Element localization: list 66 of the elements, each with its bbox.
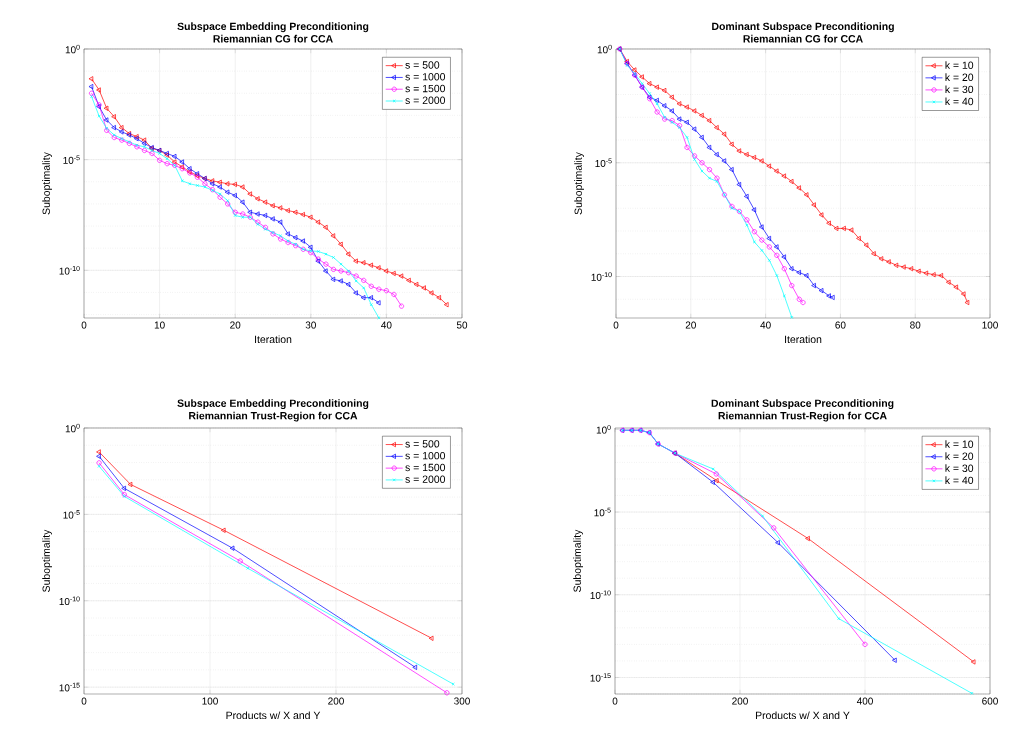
- legend-label: k = 30: [945, 85, 974, 94]
- y-tick-label: 10$^{0}$: [65, 44, 80, 54]
- x-tick-label: 40: [760, 321, 771, 329]
- chart-title: Dominant Subspace Preconditioning: [712, 22, 894, 33]
- y-tick-label: 10$^{-15}$: [590, 673, 611, 682]
- legend-label: s = 1000: [405, 73, 446, 81]
- y-tick-label: 10$^{0}$: [65, 423, 80, 433]
- legend-label: s = 500: [405, 61, 440, 69]
- x-tick-label: 400: [856, 697, 873, 705]
- x-tick-label: 80: [910, 321, 921, 329]
- y-axis-title: Suboptimality: [573, 529, 583, 592]
- y-axis-title: Suboptimality: [42, 152, 52, 215]
- y-axis-title: Suboptimality: [574, 152, 584, 215]
- legend-label: k = 40: [945, 476, 974, 485]
- legend-label: k = 10: [945, 61, 974, 69]
- legend-label: s = 2000: [405, 475, 446, 483]
- y-tick-label: 10$^{0}$: [596, 425, 611, 434]
- chart-subtitle: Riemannian CG for CCA: [213, 34, 333, 43]
- x-tick-label: 50: [456, 321, 468, 329]
- x-tick-label: 600: [982, 697, 998, 705]
- y-axis-title: Suboptimality: [42, 529, 52, 592]
- chart-subtitle: Riemannian Trust-Region for CCA: [189, 411, 358, 422]
- x-tick-label: 100: [982, 321, 998, 329]
- legend-label: s = 500: [405, 440, 440, 448]
- y-tick-label: 10$^{-10}$: [59, 266, 80, 275]
- y-tick-label: 10$^{-10}$: [59, 596, 80, 606]
- x-tick-label: 0: [81, 321, 87, 329]
- y-tick-label: 10$^{-5}$: [594, 507, 611, 517]
- legend-label: k = 20: [945, 452, 974, 460]
- y-tick-label: 10$^{-5}$: [63, 510, 80, 519]
- x-tick-label: 20: [230, 321, 241, 329]
- x-tick-label: 20: [685, 321, 696, 329]
- y-tick-label: 10$^{-5}$: [595, 158, 612, 167]
- legend-label: s = 2000: [405, 96, 446, 105]
- x-tick-label: 200: [328, 697, 344, 705]
- chart-subtitle: Riemannian Trust-Region for CCA: [718, 411, 887, 422]
- legend-label: s = 1500: [405, 463, 446, 472]
- legend-label: s = 1000: [405, 451, 446, 460]
- legend-label: k = 10: [945, 440, 974, 448]
- chart-title: Subspace Embedding Preconditioning: [177, 22, 369, 33]
- x-tick-label: 100: [202, 697, 218, 705]
- x-axis-title: Iteration: [785, 335, 822, 344]
- y-tick-label: 10$^{-5}$: [63, 155, 80, 164]
- y-tick-label: 10$^{-10}$: [590, 590, 611, 600]
- x-tick-label: 40: [381, 321, 392, 329]
- y-tick-label: 10$^{0}$: [597, 44, 612, 54]
- x-tick-label: 60: [835, 321, 846, 329]
- x-tick-label: 200: [732, 697, 748, 705]
- legend-label: k = 30: [945, 464, 974, 472]
- chart-title: Subspace Embedding Preconditioning: [177, 399, 369, 410]
- legend-label: k = 40: [945, 97, 974, 106]
- x-tick-label: 30: [305, 321, 316, 329]
- x-tick-label: 10: [154, 321, 165, 329]
- x-tick-label: 0: [81, 697, 87, 705]
- legend-label: k = 20: [945, 73, 974, 81]
- x-axis-title: Products w/ X and Y: [755, 711, 850, 720]
- y-tick-label: 10$^{-10}$: [591, 272, 612, 281]
- x-tick-label: 0: [612, 697, 618, 705]
- x-axis-title: Iteration: [255, 335, 292, 344]
- legend-label: s = 1500: [405, 84, 446, 93]
- x-tick-label: 300: [454, 697, 470, 705]
- chart-title: Dominant Subspace Preconditioning: [711, 399, 894, 410]
- x-tick-label: 0: [613, 321, 619, 329]
- chart-subtitle: Riemannian CG for CCA: [743, 34, 863, 43]
- x-axis-title: Products w/ X and Y: [226, 711, 321, 720]
- y-tick-label: 10$^{-15}$: [59, 682, 80, 692]
